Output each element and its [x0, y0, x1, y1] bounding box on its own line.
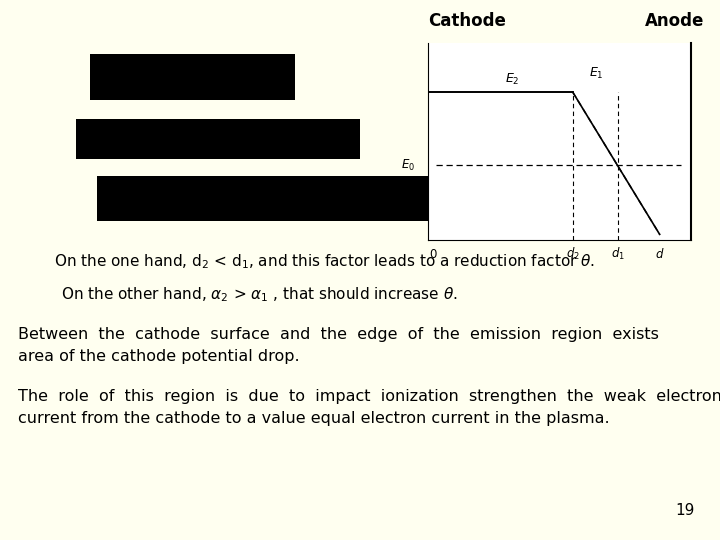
Text: The  role  of  this  region  is  due  to  impact  ionization  strengthen  the  w: The role of this region is due to impact… [18, 389, 720, 426]
Text: 19: 19 [675, 503, 695, 518]
Bar [76, 119, 360, 159]
Text: On the other hand, $\alpha_2$ > $\alpha_1$ , that should increase $\theta$.: On the other hand, $\alpha_2$ > $\alpha_… [61, 285, 458, 303]
Text: $d_2$: $d_2$ [566, 246, 580, 262]
Text: Cathode: Cathode [428, 11, 506, 30]
Text: Between  the  cathode  surface  and  the  edge  of  the  emission  region  exist: Between the cathode surface and the edge… [18, 327, 659, 364]
Bar [97, 176, 446, 221]
Text: $d$: $d$ [655, 247, 665, 261]
Text: $d_1$: $d_1$ [611, 246, 624, 262]
Text: $E_2$: $E_2$ [505, 72, 520, 87]
Text: $E_0$: $E_0$ [401, 158, 415, 173]
Text: $0$: $0$ [429, 248, 438, 261]
Text: On the one hand, d$_2$ < d$_1$, and this factor leads to a reduction factor $\th: On the one hand, d$_2$ < d$_1$, and this… [54, 253, 595, 271]
Text: Anode: Anode [645, 11, 704, 30]
Text: $E_1$: $E_1$ [589, 66, 603, 81]
Bar [90, 54, 295, 100]
